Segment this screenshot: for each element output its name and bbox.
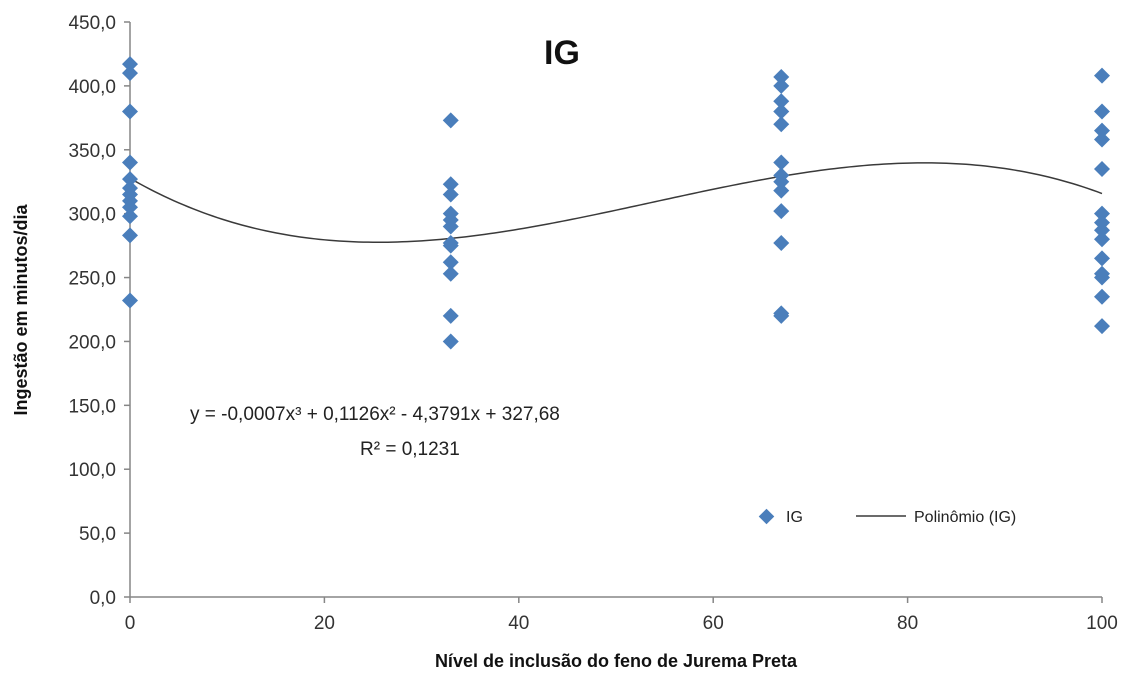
r-squared-annotation: R² = 0,1231 bbox=[360, 439, 460, 460]
data-point bbox=[1094, 318, 1110, 335]
x-axis-ticks: 0 20 40 60 80 100 bbox=[125, 597, 1118, 634]
data-point bbox=[1094, 131, 1110, 148]
data-point bbox=[773, 203, 790, 220]
x-tick-label: 100 bbox=[1086, 613, 1118, 634]
data-point bbox=[442, 237, 459, 254]
x-tick-label: 80 bbox=[897, 613, 918, 634]
y-tick-label: 50,0 bbox=[79, 524, 116, 545]
data-point bbox=[442, 307, 459, 324]
y-axis-label: Ingestão em minutos/dia bbox=[11, 204, 31, 416]
data-point bbox=[773, 77, 790, 94]
data-point bbox=[442, 176, 459, 193]
x-tick-label: 60 bbox=[703, 613, 724, 634]
data-point bbox=[1094, 231, 1110, 248]
data-point bbox=[1094, 269, 1110, 286]
data-point bbox=[122, 227, 138, 244]
y-axis-ticks: 0,0 50,0 100,0 150,0 200,0 250,0 300,0 350,0 400… bbox=[68, 13, 130, 609]
y-tick-label: 400,0 bbox=[68, 77, 116, 98]
data-point bbox=[122, 199, 138, 216]
data-point bbox=[773, 235, 790, 252]
x-axis-label: Nível de inclusão do feno de Jurema Pret… bbox=[435, 651, 798, 671]
x-tick-label: 0 bbox=[125, 613, 136, 634]
data-point bbox=[1094, 67, 1110, 84]
data-point bbox=[122, 171, 138, 188]
y-tick-label: 350,0 bbox=[68, 141, 116, 162]
y-tick-label: 300,0 bbox=[68, 205, 116, 226]
data-point bbox=[122, 56, 138, 73]
data-point bbox=[122, 292, 138, 309]
data-point bbox=[773, 182, 790, 199]
data-point bbox=[1094, 222, 1110, 239]
data-point bbox=[1094, 160, 1110, 177]
data-point bbox=[773, 154, 790, 171]
y-tick-label: 250,0 bbox=[68, 269, 116, 290]
equation-annotation: y = -0,0007x³ + 0,1126x² - 4,3791x + 327… bbox=[190, 404, 560, 425]
data-point bbox=[773, 116, 790, 133]
data-point bbox=[442, 333, 459, 350]
y-tick-label: 200,0 bbox=[68, 332, 116, 353]
data-point bbox=[442, 218, 459, 235]
data-point bbox=[442, 265, 459, 282]
data-point bbox=[1094, 205, 1110, 222]
data-point bbox=[1094, 288, 1110, 305]
data-point bbox=[442, 186, 459, 203]
data-point bbox=[442, 112, 459, 129]
legend-label-ig: IG bbox=[786, 509, 803, 526]
data-point bbox=[122, 208, 138, 225]
x-tick-label: 40 bbox=[508, 613, 529, 634]
data-point bbox=[773, 93, 790, 110]
data-point bbox=[1094, 122, 1110, 139]
data-point bbox=[122, 65, 138, 82]
trendline-polynomial bbox=[129, 162, 1103, 244]
data-point bbox=[773, 68, 790, 85]
y-tick-label: 150,0 bbox=[68, 396, 116, 417]
x-tick-label: 20 bbox=[314, 613, 335, 634]
scatter-points bbox=[122, 56, 1110, 350]
data-point bbox=[122, 154, 138, 171]
y-tick-label: 450,0 bbox=[68, 13, 116, 34]
data-point bbox=[442, 254, 459, 271]
data-point bbox=[122, 103, 138, 120]
data-point bbox=[1094, 250, 1110, 267]
chart-title: IG bbox=[544, 34, 580, 72]
data-point bbox=[1094, 103, 1110, 120]
legend-label-polynomial: Polinômio (IG) bbox=[914, 509, 1016, 526]
y-tick-label: 0,0 bbox=[90, 588, 116, 609]
y-tick-label: 100,0 bbox=[68, 460, 116, 481]
legend-marker-ig bbox=[758, 508, 775, 525]
data-point bbox=[773, 103, 790, 120]
legend: IG Polinômio (IG) bbox=[758, 508, 1016, 526]
data-point bbox=[773, 173, 790, 190]
data-point bbox=[773, 307, 790, 324]
